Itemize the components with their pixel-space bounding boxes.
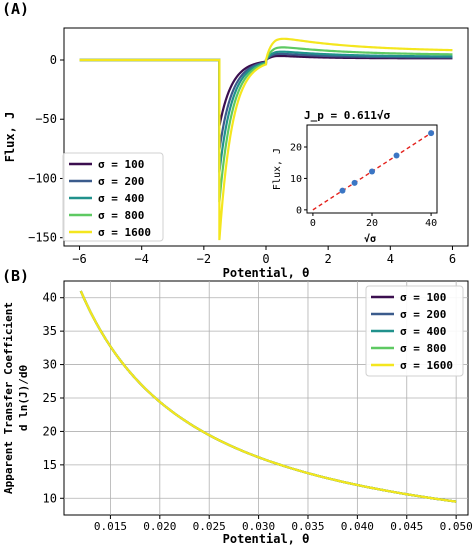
panel-a-xtick-label: −6 <box>72 252 86 266</box>
panel-b-ytick-label: 35 <box>43 324 57 338</box>
inset-xlabel: √σ <box>364 233 376 245</box>
inset: J_p = 0.611√σ √σ Flux, J 0 20 40 0 10 20 <box>272 109 438 245</box>
panel-b-xtick-label: 0.045 <box>390 520 423 533</box>
panel-b-xtick-label: 0.020 <box>143 520 176 533</box>
panel-a-legend-label: σ = 100 <box>98 158 144 171</box>
panel-b-series-line <box>79 290 457 503</box>
panel-b-series <box>79 290 457 503</box>
panel-b-ytick-label: 15 <box>43 458 57 472</box>
inset-ylabel: Flux, J <box>272 148 283 190</box>
inset-xtick-label: 40 <box>425 218 437 229</box>
panel-b-legend-label: σ = 800 <box>400 342 446 355</box>
panel-b-legend-label: σ = 1600 <box>400 359 453 372</box>
panel-b-xtick-label: 0.050 <box>440 520 473 533</box>
panel-b-xtick-label: 0.040 <box>341 520 374 533</box>
panel-b-xlabel: Potential, θ <box>223 532 310 546</box>
panel-a-xtick-label: −4 <box>134 252 148 266</box>
panel-a-xtick-label: 2 <box>325 252 332 266</box>
inset-xtick-label: 20 <box>366 218 378 229</box>
panel-b-xtick-label: 0.015 <box>94 520 127 533</box>
panel-b-label: (B) <box>2 267 29 285</box>
panel-a-legend-label: σ = 400 <box>98 192 144 205</box>
panel-a-legend: σ = 100 σ = 200 σ = 400 σ = 800 σ = 1600 <box>62 152 164 242</box>
panel-a-series-line-200 <box>79 52 453 151</box>
panel-a-xtick-label: −2 <box>197 252 211 266</box>
panel-b-ylabel-line2: d ln(J)/dθ <box>17 365 30 432</box>
inset-ytick-label: 10 <box>290 174 302 185</box>
panel-a-legend-label: σ = 200 <box>98 175 144 188</box>
panel-b-legend-label: σ = 400 <box>400 325 446 338</box>
inset-point <box>339 187 346 194</box>
panel-a-legend-label: σ = 1600 <box>98 226 151 239</box>
inset-ytick-label: 0 <box>296 205 302 216</box>
panel-a-series-line-800 <box>79 46 453 203</box>
panel-b-ytick-label: 40 <box>43 291 57 305</box>
inset-title: J_p = 0.611√σ <box>304 109 390 122</box>
panel-b-legend-box <box>365 285 464 377</box>
panel-a-legend-box <box>62 152 164 242</box>
panel-a-xtick-label: 6 <box>449 252 456 266</box>
panel-b-yticks: 10 15 20 25 30 35 40 <box>43 291 64 505</box>
panel-b-ytick-label: 30 <box>43 358 57 372</box>
panel-a-series <box>79 37 453 241</box>
inset-point <box>351 179 358 186</box>
panel-a-yticks: 0 −50 −100 −150 <box>28 53 64 245</box>
inset-point <box>393 152 400 159</box>
panel-a-legend-label: σ = 800 <box>98 209 144 222</box>
panel-b-ytick-label: 25 <box>43 391 57 405</box>
panel-a-series-line-400 <box>79 50 453 173</box>
inset-point <box>428 130 435 137</box>
panel-a-xtick-label: 0 <box>262 252 269 266</box>
inset-point <box>369 168 375 175</box>
panel-a-ytick-label: 0 <box>50 53 57 67</box>
inset-marks <box>312 130 435 211</box>
panel-a-series-line-1600 <box>79 37 453 241</box>
panel-a-xticks: −6 −4 −2 0 2 4 6 <box>72 246 456 266</box>
panel-b-legend: σ = 100 σ = 200 σ = 400 σ = 800 σ = 1600 <box>365 285 464 377</box>
panel-b-legend-label: σ = 200 <box>400 308 446 321</box>
panel-a-label: (A) <box>2 0 29 18</box>
panel-b-legend-label: σ = 100 <box>400 291 446 304</box>
panel-b-xtick-label: 0.035 <box>291 520 324 533</box>
inset-ytick-label: 20 <box>290 143 302 154</box>
panel-b-xtick-label: 0.030 <box>242 520 275 533</box>
panel-a-ytick-label: −100 <box>28 171 57 185</box>
panel-b-ylabel-line1: Apparent Transfer Coefficient <box>2 302 15 494</box>
panel-a-series-line-100 <box>79 54 453 127</box>
panel-a-xlabel: Potential, θ <box>223 266 310 280</box>
inset-xtick-label: 0 <box>310 218 316 229</box>
panel-b-ytick-label: 20 <box>43 424 57 438</box>
inset-ticks: 0 20 40 0 10 20 <box>290 143 437 230</box>
panel-b-xtick-label: 0.025 <box>193 520 226 533</box>
panel-a-xtick-label: 4 <box>387 252 394 266</box>
panel-a-ylabel: Flux, J <box>3 112 17 163</box>
panel-b-xticks: 0.015 0.020 0.025 0.030 0.035 0.040 0.045 0.050 <box>94 515 473 533</box>
panel-a-ytick-label: −50 <box>35 112 57 126</box>
panel-b-ytick-label: 10 <box>43 491 57 505</box>
panel-a: (A) 0 −50 −100 −150 −6 −4 −2 0 2 4 6 Potential, θ… <box>2 0 469 280</box>
panel-a-ytick-label: −150 <box>28 231 57 245</box>
